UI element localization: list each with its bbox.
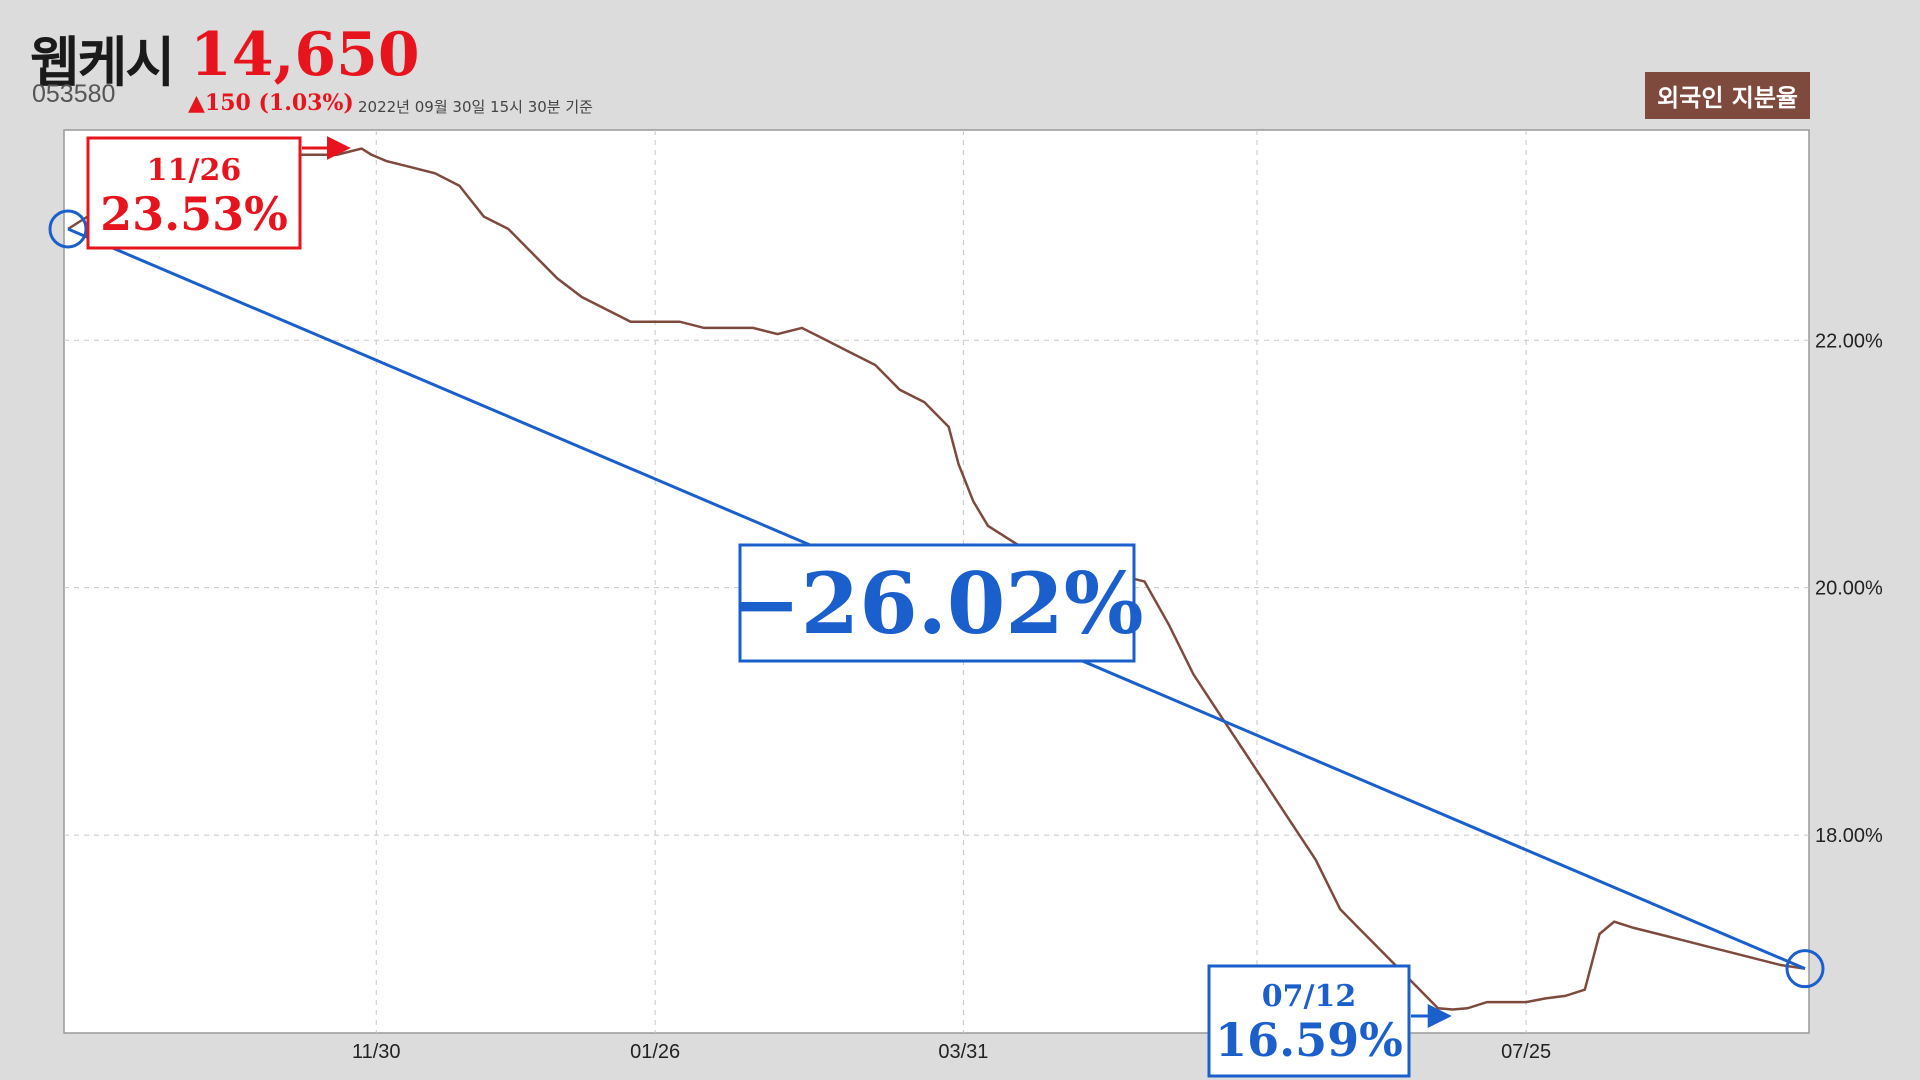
stock-name: 웹케시: [30, 31, 175, 94]
stock-code: 053580: [32, 80, 116, 108]
x-tick-label: 11/30: [352, 1041, 401, 1063]
y-tick-label: 18.00%: [1815, 825, 1883, 847]
change-box: [738, 543, 1136, 663]
y-tick-label: 20.00%: [1815, 578, 1883, 600]
y-axis: 22.00% 20.00% 18.00%: [1815, 330, 1883, 847]
stock-price: 14,650: [190, 20, 420, 90]
x-tick-label: 07/25: [1501, 1041, 1551, 1063]
timestamp: 2022년 09월 30일 15시 30분 기준: [358, 98, 593, 116]
end-point-marker: [1785, 949, 1825, 989]
low-value: 16.59%: [1215, 1013, 1403, 1067]
y-tick-label: 22.00%: [1815, 330, 1883, 352]
change-value: −26.02%: [730, 554, 1143, 653]
change-annotation: −26.02%: [730, 543, 1144, 663]
peak-box: [86, 136, 302, 250]
price-change: ▲150 (1.03%): [188, 90, 354, 116]
grid: [64, 130, 1809, 1033]
peak-date: 11/26: [147, 153, 241, 188]
x-tick-label: 01/26: [630, 1041, 680, 1063]
low-box: [1207, 964, 1411, 1078]
x-tick-label: 03/31: [938, 1041, 988, 1063]
peak-value: 23.53%: [100, 187, 288, 241]
start-point-marker: [48, 209, 88, 249]
peak-annotation: 11/26 23.53%: [86, 136, 351, 250]
foreign-ownership-badge: 외국인 지분율: [1645, 72, 1810, 119]
header: 웹케시 14,650 053580 ▲150 (1.03%) 2022년 09월…: [0, 0, 1920, 128]
series-line: [67, 147, 1806, 1011]
low-date: 07/12: [1262, 979, 1356, 1014]
low-annotation: 07/12 16.59%: [1207, 964, 1452, 1078]
